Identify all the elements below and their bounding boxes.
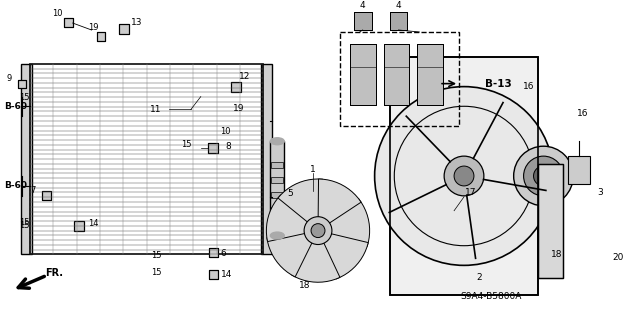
Bar: [21, 64, 32, 255]
Text: 10: 10: [220, 127, 231, 136]
Bar: [97, 32, 106, 41]
Text: 2: 2: [476, 273, 482, 282]
Text: 6: 6: [221, 249, 227, 258]
Text: 13: 13: [131, 18, 142, 26]
Text: 12: 12: [239, 72, 250, 81]
Bar: [390, 12, 408, 30]
Text: 18: 18: [300, 281, 311, 290]
Bar: [42, 191, 51, 200]
Bar: [209, 270, 218, 279]
Bar: [271, 192, 284, 198]
Polygon shape: [292, 242, 340, 282]
Bar: [230, 82, 241, 92]
Circle shape: [304, 217, 332, 245]
Bar: [538, 164, 563, 278]
Text: 15: 15: [151, 268, 161, 277]
Bar: [390, 57, 538, 295]
Bar: [354, 12, 372, 30]
Text: 5: 5: [287, 189, 293, 198]
Text: 14: 14: [88, 219, 98, 228]
Text: B-60: B-60: [4, 102, 27, 111]
Circle shape: [524, 156, 563, 196]
Bar: [270, 141, 284, 235]
Text: 3: 3: [597, 189, 603, 197]
Text: 15: 15: [19, 93, 29, 102]
Bar: [417, 44, 443, 106]
Polygon shape: [266, 195, 308, 241]
Bar: [350, 44, 376, 106]
Text: 18: 18: [550, 250, 562, 259]
Circle shape: [374, 86, 554, 265]
Polygon shape: [329, 199, 370, 247]
Text: 8: 8: [226, 142, 232, 151]
Circle shape: [534, 166, 554, 186]
Bar: [390, 12, 408, 30]
Bar: [64, 18, 73, 27]
Polygon shape: [267, 233, 312, 277]
Ellipse shape: [270, 138, 284, 145]
Text: 7: 7: [31, 186, 36, 195]
Text: 15: 15: [180, 140, 191, 149]
Bar: [42, 191, 51, 200]
Bar: [74, 221, 84, 231]
Bar: [74, 221, 84, 231]
Bar: [209, 249, 218, 257]
Text: 11: 11: [150, 105, 162, 114]
Text: 19: 19: [88, 23, 99, 32]
Circle shape: [454, 166, 474, 186]
Bar: [261, 64, 273, 255]
Bar: [209, 270, 218, 279]
Text: 15: 15: [19, 218, 29, 227]
Bar: [354, 12, 372, 30]
Text: 15: 15: [151, 251, 161, 260]
Text: B-60: B-60: [4, 182, 27, 190]
Bar: [271, 162, 284, 168]
Bar: [340, 32, 459, 126]
Text: S9A4-B5800A: S9A4-B5800A: [460, 292, 522, 301]
Text: 19: 19: [232, 104, 244, 113]
Ellipse shape: [270, 232, 284, 239]
Bar: [350, 44, 376, 106]
Bar: [208, 143, 218, 153]
Text: 4: 4: [360, 1, 365, 10]
Bar: [120, 24, 129, 34]
Text: 17: 17: [465, 189, 477, 197]
Text: FR.: FR.: [45, 268, 63, 278]
Bar: [568, 156, 590, 184]
Circle shape: [311, 224, 325, 238]
Bar: [383, 44, 410, 106]
Text: 1: 1: [310, 165, 316, 174]
Bar: [208, 143, 218, 153]
Bar: [64, 18, 73, 27]
Bar: [271, 177, 284, 183]
Bar: [209, 249, 218, 257]
Text: 14: 14: [221, 270, 232, 279]
Bar: [18, 80, 26, 88]
Bar: [271, 207, 284, 213]
Bar: [390, 57, 538, 295]
Bar: [230, 82, 241, 92]
Polygon shape: [318, 179, 361, 223]
Text: 16: 16: [577, 109, 589, 118]
Text: 4: 4: [396, 1, 401, 10]
Bar: [538, 164, 563, 278]
Bar: [30, 64, 264, 255]
Bar: [417, 44, 443, 106]
Bar: [383, 44, 410, 106]
Bar: [18, 80, 26, 88]
Text: 15: 15: [19, 221, 29, 230]
Bar: [120, 24, 129, 34]
Polygon shape: [278, 179, 323, 222]
Text: 10: 10: [52, 9, 63, 18]
Text: 9: 9: [7, 74, 12, 83]
Bar: [97, 32, 106, 41]
Polygon shape: [323, 234, 368, 279]
Circle shape: [514, 146, 573, 206]
Text: B-13: B-13: [485, 78, 512, 89]
Text: 20: 20: [612, 253, 623, 262]
Text: 16: 16: [523, 82, 534, 91]
Circle shape: [444, 156, 484, 196]
